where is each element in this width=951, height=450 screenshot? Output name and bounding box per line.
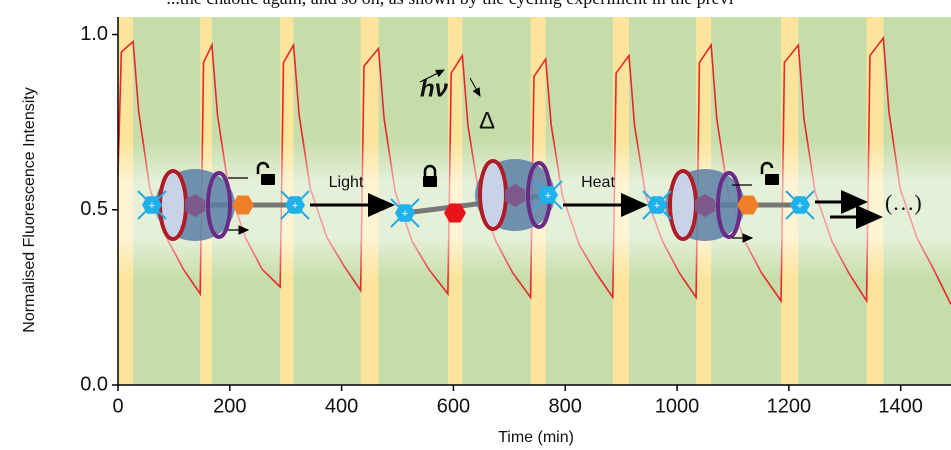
lock-body <box>423 176 437 187</box>
y-tick-label: 1.0 <box>80 23 108 45</box>
photon-label: hν <box>420 75 449 102</box>
stopper <box>538 186 558 204</box>
lock-body <box>765 174 779 185</box>
equilibrium <box>732 184 752 238</box>
stopper <box>285 196 305 214</box>
heat-label: Heat <box>581 174 615 191</box>
plus: + <box>654 200 660 212</box>
equilibrium <box>228 177 248 230</box>
lock-shackle <box>760 161 774 174</box>
caption-fragment: ...the chaotic again, and so on, as show… <box>166 0 733 8</box>
delta-arrow <box>469 77 481 97</box>
x-tick-label: 800 <box>549 395 582 417</box>
lock-body <box>261 174 275 185</box>
station <box>232 195 254 215</box>
x-tick-label: 600 <box>437 395 470 417</box>
ring-rim <box>668 169 698 241</box>
ring-rim <box>206 171 232 239</box>
station <box>737 195 759 215</box>
ring-core <box>695 194 715 217</box>
hv-arrow <box>419 69 445 83</box>
illustration: + + Light + + hν Δ Heat + + (…) <box>118 69 951 280</box>
ring-core <box>505 184 525 207</box>
plus: + <box>149 200 155 212</box>
x-axis-label: Time (min) <box>498 429 574 446</box>
stopper <box>142 196 162 214</box>
delta-label: Δ <box>479 107 495 134</box>
light-label: Light <box>329 174 364 191</box>
y-axis-label: Normalised Fluorescence Intensity <box>21 87 38 332</box>
continuation-label: (…) <box>885 190 922 215</box>
axes: 0.0 0.5 1.0 0 200 400 600 800 1000 1200 1400 <box>80 17 951 417</box>
ring-rim <box>158 169 188 241</box>
x-tick-label: 400 <box>325 395 358 417</box>
x-tick-label: 1200 <box>767 395 812 417</box>
y-tick-label: 0.5 <box>80 198 108 220</box>
stopper <box>790 196 810 214</box>
station <box>444 203 466 223</box>
plus: + <box>797 200 803 212</box>
x-tick-label: 200 <box>213 395 246 417</box>
lock-shackle <box>423 164 437 176</box>
y-tick-label: 0.0 <box>80 373 108 395</box>
x-tick-label: 0 <box>112 395 123 417</box>
stopper <box>647 196 667 214</box>
ring-core <box>185 194 205 217</box>
stopper <box>395 204 415 222</box>
plus: + <box>402 208 408 220</box>
x-tick-label: 1400 <box>878 395 923 417</box>
plus: + <box>292 200 298 212</box>
x-tick-label: 1000 <box>655 395 700 417</box>
ring-rim <box>478 159 508 231</box>
plus: + <box>545 190 551 202</box>
lock-shackle <box>256 161 270 174</box>
